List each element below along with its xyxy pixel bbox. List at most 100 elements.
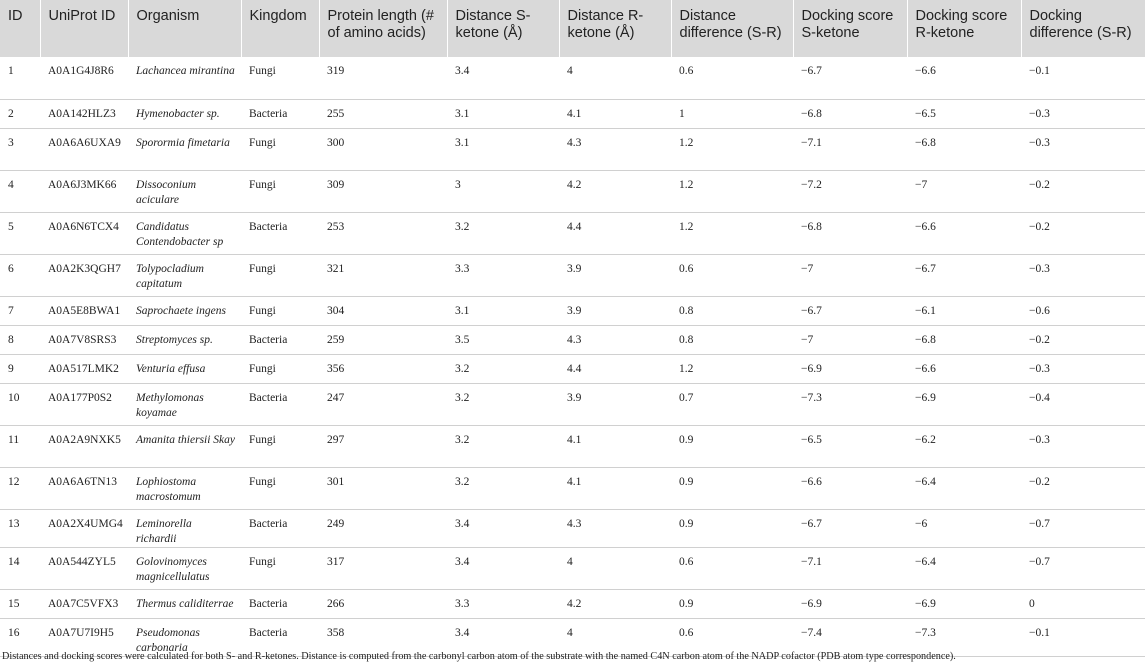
cell-distance-diff: 0.9 [671, 425, 793, 468]
cell-docking-diff: −0.2 [1021, 212, 1145, 255]
table-row: 8 A0A7V8SRS3 Streptomyces sp. Bacteria 259 3.… [0, 325, 1145, 355]
cell-docking-r: −6.6 [907, 57, 1021, 100]
cell-protein-length: 300 [319, 128, 447, 171]
header-protein-length: Protein length (# of amino acids) [319, 0, 448, 57]
cell-distance-r: 4 [559, 618, 671, 657]
cell-distance-r: 4.1 [559, 99, 671, 129]
cell-distance-diff: 1.2 [671, 128, 793, 171]
cell-distance-diff: 0.7 [671, 383, 793, 426]
cell-docking-s: −6.5 [793, 425, 907, 468]
cell-docking-r: −6 [907, 509, 1021, 548]
cell-protein-length: 247 [319, 383, 447, 426]
cell-uniprot-id: A0A2X4UMG4 [40, 509, 128, 548]
cell-distance-s: 3.2 [447, 425, 559, 468]
cell-organism: Amanita thiersii Skay [128, 425, 241, 468]
cell-distance-diff: 0.9 [671, 509, 793, 548]
header-id: ID [0, 0, 41, 57]
cell-docking-r: −6.5 [907, 99, 1021, 129]
cell-organism: Thermus caliditerrae [128, 589, 241, 619]
cell-docking-diff: −0.2 [1021, 170, 1145, 213]
cell-distance-s: 3.1 [447, 296, 559, 326]
cell-distance-r: 4.4 [559, 354, 671, 384]
cell-organism: Hymenobacter sp. [128, 99, 241, 129]
table-row: 3 A0A6A6UXA9 Sporormia fimetaria Fungi 300 3.… [0, 128, 1145, 171]
cell-docking-r: −7 [907, 170, 1021, 213]
cell-kingdom: Bacteria [241, 589, 319, 619]
cell-protein-length: 317 [319, 547, 447, 590]
cell-docking-r: −6.2 [907, 425, 1021, 468]
cell-protein-length: 249 [319, 509, 447, 548]
cell-protein-length: 358 [319, 618, 447, 657]
cell-distance-s: 3.4 [447, 57, 559, 100]
header-docking-s: Docking score S-ketone [793, 0, 908, 57]
cell-uniprot-id: A0A5E8BWA1 [40, 296, 128, 326]
cell-docking-diff: −0.2 [1021, 325, 1145, 355]
cell-kingdom: Fungi [241, 57, 319, 100]
cell-docking-diff: −0.2 [1021, 467, 1145, 510]
cell-uniprot-id: A0A517LMK2 [40, 354, 128, 384]
cell-protein-length: 319 [319, 57, 447, 100]
cell-distance-r: 4.2 [559, 170, 671, 213]
cell-distance-r: 3.9 [559, 383, 671, 426]
cell-distance-s: 3.5 [447, 325, 559, 355]
table-row: 12 A0A6A6TN13 Lophiostoma macrostomum Fungi… [0, 467, 1145, 510]
cell-docking-s: −7.1 [793, 547, 907, 590]
cell-docking-s: −6.7 [793, 57, 907, 100]
cell-distance-s: 3.2 [447, 212, 559, 255]
cell-distance-diff: 0.6 [671, 547, 793, 590]
cell-id: 8 [0, 325, 40, 355]
cell-distance-r: 4.3 [559, 325, 671, 355]
table-row: 5 A0A6N6TCX4 Candidatus Contendobacter sp B… [0, 212, 1145, 255]
cell-distance-r: 4.3 [559, 509, 671, 548]
cell-docking-diff: 0 [1021, 589, 1145, 619]
cell-distance-s: 3.3 [447, 589, 559, 619]
cell-protein-length: 304 [319, 296, 447, 326]
table-row: 2 A0A142HLZ3 Hymenobacter sp. Bacteria 255 3.… [0, 99, 1145, 129]
cell-organism: Lachancea mirantina [128, 57, 241, 100]
cell-distance-diff: 0.6 [671, 254, 793, 297]
table-row: 6 A0A2K3QGH7 Tolypocladium capitatum Fungi 3… [0, 254, 1145, 297]
cell-docking-r: −6.9 [907, 589, 1021, 619]
cell-uniprot-id: A0A2K3QGH7 [40, 254, 128, 297]
cell-docking-r: −6.4 [907, 547, 1021, 590]
cell-docking-r: −6.9 [907, 383, 1021, 426]
cell-id: 9 [0, 354, 40, 384]
table-row: 1 A0A1G4J8R6 Lachancea mirantina Fungi 319 3.… [0, 57, 1145, 100]
cell-distance-s: 3.1 [447, 99, 559, 129]
cell-distance-diff: 1.2 [671, 170, 793, 213]
table-footnote: Distances and docking scores were calcul… [2, 651, 956, 662]
cell-distance-s: 3.3 [447, 254, 559, 297]
table-row: 4 A0A6J3MK66 Dissoconium aciculare Fungi 309… [0, 170, 1145, 213]
cell-id: 7 [0, 296, 40, 326]
table-row: 11 A0A2A9NXK5 Amanita thiersii Skay Fungi 29… [0, 425, 1145, 468]
cell-distance-r: 3.9 [559, 254, 671, 297]
cell-kingdom: Fungi [241, 467, 319, 510]
cell-kingdom: Bacteria [241, 509, 319, 548]
cell-distance-s: 3.4 [447, 509, 559, 548]
header-distance-diff: Distance difference (S-R) [671, 0, 794, 57]
cell-uniprot-id: A0A7U7I9H5 [40, 618, 128, 657]
cell-docking-r: −6.8 [907, 128, 1021, 171]
cell-distance-s: 3 [447, 170, 559, 213]
cell-docking-diff: −0.7 [1021, 509, 1145, 548]
cell-id: 11 [0, 425, 40, 468]
cell-kingdom: Fungi [241, 296, 319, 326]
cell-docking-r: −6.7 [907, 254, 1021, 297]
cell-docking-s: −7 [793, 254, 907, 297]
cell-organism: Sporormia fimetaria [128, 128, 241, 171]
cell-uniprot-id: A0A6A6UXA9 [40, 128, 128, 171]
cell-distance-s: 3.2 [447, 354, 559, 384]
cell-kingdom: Fungi [241, 354, 319, 384]
cell-distance-diff: 1.2 [671, 212, 793, 255]
cell-docking-diff: −0.4 [1021, 383, 1145, 426]
cell-id: 15 [0, 589, 40, 619]
cell-id: 6 [0, 254, 40, 297]
cell-distance-diff: 1.2 [671, 354, 793, 384]
cell-distance-s: 3.2 [447, 383, 559, 426]
table-row: 14 A0A544ZYL5 Golovinomyces magnicellulatu… [0, 547, 1145, 590]
cell-distance-r: 4.1 [559, 425, 671, 468]
cell-uniprot-id: A0A7V8SRS3 [40, 325, 128, 355]
cell-uniprot-id: A0A6J3MK66 [40, 170, 128, 213]
cell-distance-diff: 0.9 [671, 589, 793, 619]
cell-id: 2 [0, 99, 40, 129]
